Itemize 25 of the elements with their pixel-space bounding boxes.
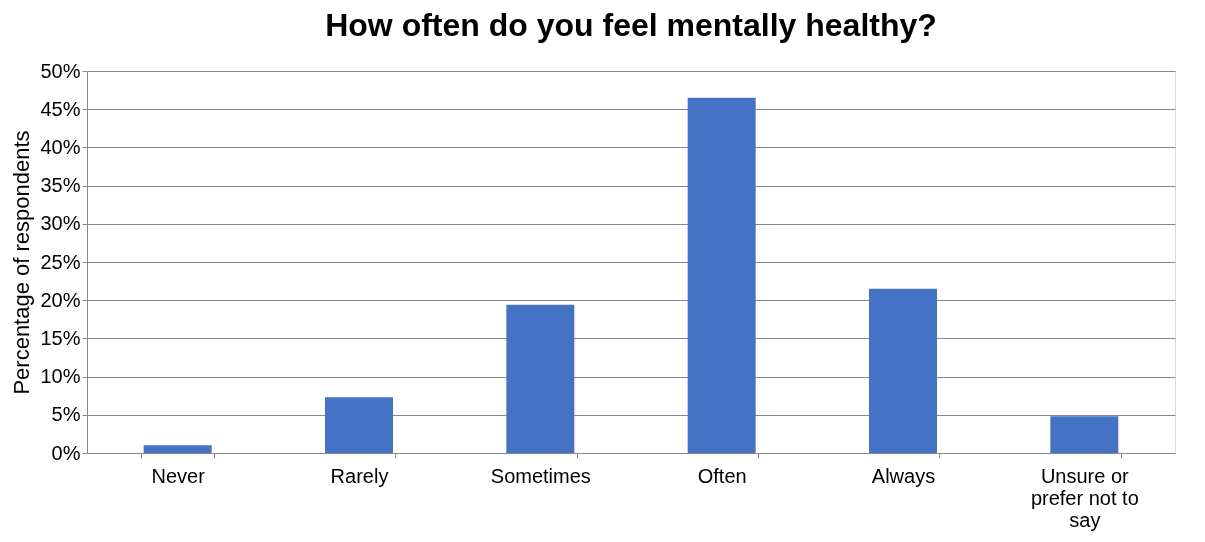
bar: [869, 288, 937, 453]
x-tick-label: Never: [151, 464, 206, 487]
x-tick-label: Unsure or prefer not to say: [1030, 464, 1139, 531]
y-tick-label: 15%: [40, 326, 81, 349]
y-tick-label: 10%: [40, 365, 81, 388]
x-tick-label: Often: [697, 464, 747, 487]
bar: [506, 304, 575, 453]
y-axis-title: Percentage of respondents: [9, 130, 35, 395]
chart-title: How often do you feel mentally healthy?: [325, 7, 937, 43]
bar: [143, 445, 212, 453]
bar: [1050, 416, 1119, 453]
y-tick-label: 5%: [51, 403, 81, 426]
y-tick-label: 0%: [51, 441, 81, 464]
y-tick-label: 30%: [40, 212, 81, 235]
bar: [325, 397, 393, 453]
bar: [687, 97, 756, 453]
y-tick-label: 40%: [40, 135, 81, 158]
x-tick-label: Always: [871, 464, 936, 487]
y-tick-label: 45%: [40, 97, 81, 120]
y-tick-label: 50%: [40, 59, 81, 82]
y-tick-label: 25%: [40, 250, 81, 273]
x-tick-label: Rarely: [330, 464, 389, 487]
x-tick-label: Sometimes: [490, 464, 591, 487]
y-tick-label: 35%: [40, 174, 81, 197]
y-tick-label: 20%: [40, 288, 81, 311]
